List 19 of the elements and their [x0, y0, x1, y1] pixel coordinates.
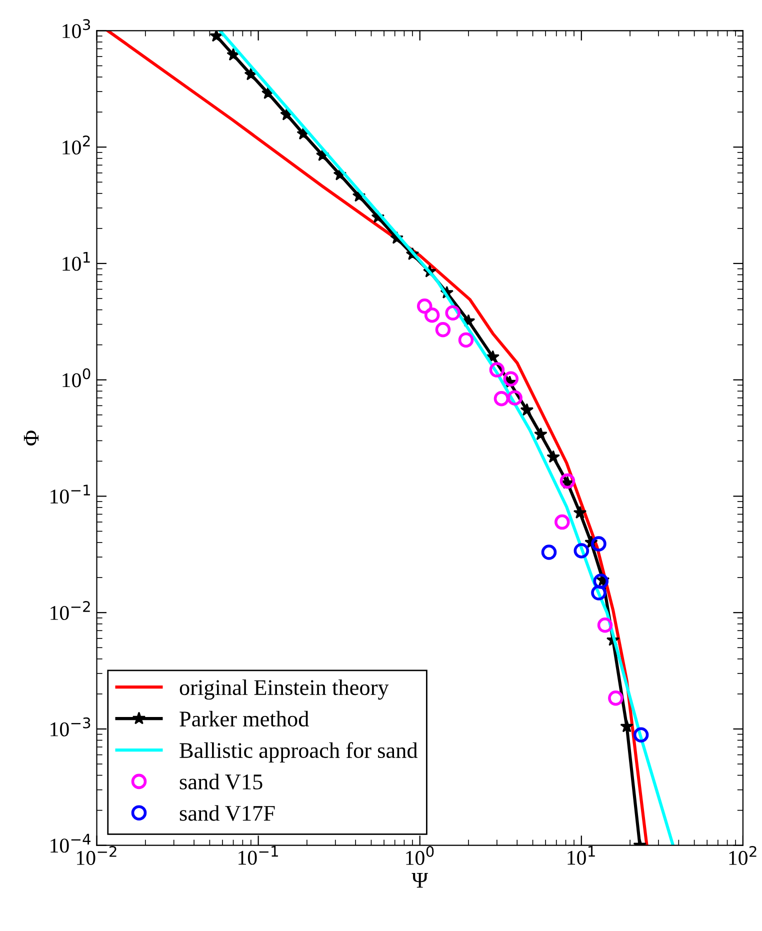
x-tick-label: 10$^{−2}$ — [77, 846, 116, 865]
y-tick-label: 10$^{1}$ — [62, 252, 90, 271]
x-tick-label: 10$^{1}$ — [568, 846, 595, 865]
y-tick-label: 10$^{−1}$ — [50, 484, 90, 504]
y-tick-label: 10$^{3}$ — [62, 19, 90, 38]
y-tick-label: 10$^{−3}$ — [50, 717, 90, 736]
x-tick-label: 10$^{0}$ — [406, 846, 434, 865]
legend-label: sand V15 — [180, 774, 262, 790]
x-axis-title: Ψ — [412, 873, 428, 888]
x-tick-label: 10$^{2}$ — [729, 846, 756, 865]
x-tick-label: 10$^{−1}$ — [238, 846, 278, 865]
legend-label: original Einstein theory — [180, 679, 389, 700]
y-tick-label: 10$^{2}$ — [62, 136, 90, 155]
y-tick-label: 10$^{0}$ — [62, 368, 90, 388]
legend-label: Ballistic approach for sand — [180, 742, 418, 763]
y-tick-label: 10$^{−2}$ — [50, 601, 90, 620]
y-axis-title: Φ — [24, 430, 38, 446]
legend-label: sand V17F — [180, 805, 275, 821]
legend-label: Parker method — [180, 710, 309, 727]
